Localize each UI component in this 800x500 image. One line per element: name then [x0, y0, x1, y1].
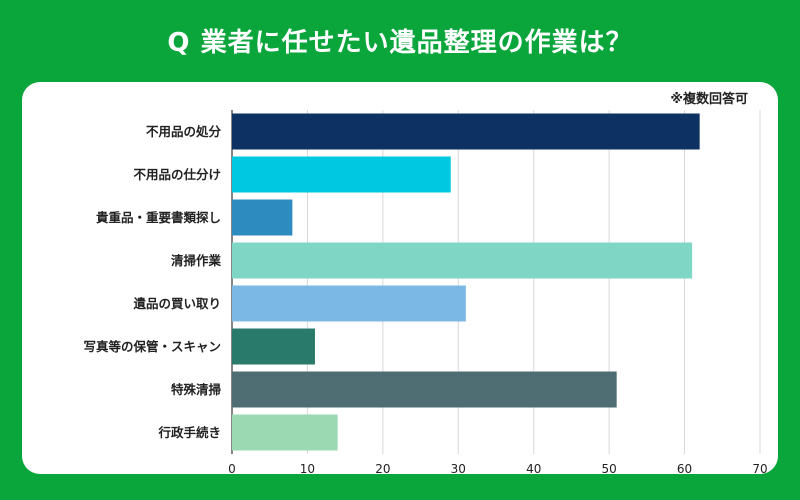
- bar-3: [232, 199, 293, 236]
- chart-card: ※複数回答可 0 10 20 30 40 50 60 70 不用品の処分不用品の仕分け貴重品・重…: [22, 82, 778, 474]
- category-label: 不用品の仕分け: [133, 167, 221, 182]
- x-tick-label: 30: [451, 462, 466, 474]
- bar-1: [232, 113, 700, 150]
- category-label: 遺品の買い取り: [132, 296, 221, 311]
- bar-6: [232, 328, 315, 365]
- x-tick-label: 10: [300, 462, 315, 474]
- bar-4: [232, 242, 693, 279]
- category-label: 特殊清掃: [171, 382, 222, 397]
- bar-chart: 0 10 20 30 40 50 60 70 不用品の処分不用品の仕分け貴重品・重要書類探し清掃…: [83, 110, 768, 474]
- x-tick-label: 40: [526, 462, 541, 474]
- x-tick-label: 0: [228, 462, 236, 474]
- category-label: 写真等の保管・スキャン: [83, 339, 221, 354]
- multiple-answers-note: ※複数回答可: [670, 92, 748, 107]
- bar-7: [232, 371, 617, 408]
- category-label: 行政手続き: [157, 425, 221, 440]
- x-tick-label: 50: [602, 462, 617, 474]
- category-label: 貴重品・重要書類探し: [96, 210, 221, 225]
- category-label: 清掃作業: [171, 253, 222, 268]
- category-label: 不用品の処分: [146, 124, 222, 139]
- bar-5: [232, 285, 466, 322]
- bar-2: [232, 156, 451, 193]
- x-tick-label: 20: [375, 462, 390, 474]
- bar-8: [232, 414, 338, 451]
- page-title: Q 業者に任せたい遺品整理の作業は？: [167, 28, 633, 58]
- x-tick-label: 60: [677, 462, 692, 474]
- x-tick-label: 70: [752, 462, 767, 474]
